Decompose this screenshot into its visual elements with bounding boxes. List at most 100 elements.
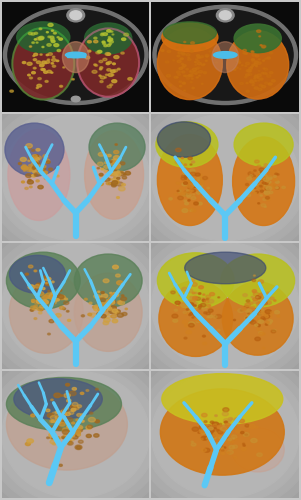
- Ellipse shape: [51, 72, 53, 73]
- Ellipse shape: [245, 53, 247, 54]
- Ellipse shape: [77, 426, 83, 429]
- Ellipse shape: [98, 306, 105, 310]
- Ellipse shape: [205, 60, 207, 62]
- Ellipse shape: [89, 123, 145, 171]
- Ellipse shape: [193, 296, 197, 299]
- Ellipse shape: [262, 312, 265, 314]
- Ellipse shape: [201, 47, 205, 50]
- Ellipse shape: [185, 312, 188, 314]
- Ellipse shape: [74, 254, 142, 307]
- Ellipse shape: [250, 320, 256, 324]
- Ellipse shape: [28, 180, 31, 181]
- Ellipse shape: [42, 68, 45, 70]
- Ellipse shape: [33, 68, 36, 69]
- Ellipse shape: [256, 314, 260, 316]
- Ellipse shape: [252, 290, 256, 292]
- Ellipse shape: [265, 82, 268, 84]
- Ellipse shape: [33, 58, 37, 60]
- Ellipse shape: [282, 186, 285, 188]
- Ellipse shape: [47, 437, 49, 438]
- Ellipse shape: [209, 430, 214, 433]
- Ellipse shape: [251, 51, 253, 52]
- Ellipse shape: [266, 74, 271, 78]
- Ellipse shape: [32, 42, 35, 43]
- Ellipse shape: [267, 322, 272, 324]
- Ellipse shape: [44, 295, 48, 297]
- Ellipse shape: [203, 335, 206, 337]
- Ellipse shape: [188, 74, 191, 76]
- Ellipse shape: [43, 276, 47, 278]
- Ellipse shape: [182, 183, 187, 186]
- Ellipse shape: [77, 405, 82, 407]
- Ellipse shape: [14, 378, 102, 420]
- Ellipse shape: [94, 308, 99, 311]
- Ellipse shape: [264, 169, 267, 170]
- Ellipse shape: [258, 88, 262, 90]
- Ellipse shape: [252, 190, 254, 191]
- Ellipse shape: [186, 330, 191, 334]
- Ellipse shape: [59, 290, 62, 291]
- Ellipse shape: [260, 194, 262, 196]
- Ellipse shape: [200, 56, 203, 58]
- Ellipse shape: [272, 330, 276, 332]
- Ellipse shape: [45, 62, 47, 64]
- Ellipse shape: [182, 52, 185, 54]
- Ellipse shape: [201, 64, 204, 66]
- Ellipse shape: [244, 76, 247, 78]
- Ellipse shape: [252, 175, 256, 178]
- Ellipse shape: [256, 172, 258, 174]
- Ellipse shape: [245, 309, 250, 312]
- Ellipse shape: [95, 64, 98, 66]
- Ellipse shape: [195, 292, 197, 294]
- Ellipse shape: [110, 292, 112, 294]
- Ellipse shape: [39, 312, 42, 314]
- Ellipse shape: [198, 70, 203, 73]
- Ellipse shape: [65, 52, 86, 58]
- Ellipse shape: [258, 312, 262, 314]
- Ellipse shape: [225, 424, 231, 426]
- Ellipse shape: [108, 308, 112, 311]
- Ellipse shape: [70, 406, 75, 408]
- Ellipse shape: [193, 182, 196, 184]
- Ellipse shape: [202, 196, 206, 198]
- Ellipse shape: [256, 30, 261, 32]
- Ellipse shape: [143, 107, 301, 248]
- Ellipse shape: [112, 181, 118, 184]
- Ellipse shape: [265, 168, 269, 170]
- Ellipse shape: [265, 310, 272, 314]
- Ellipse shape: [266, 198, 270, 200]
- Ellipse shape: [113, 169, 117, 172]
- Ellipse shape: [269, 186, 272, 187]
- Ellipse shape: [195, 73, 197, 74]
- Ellipse shape: [112, 309, 117, 312]
- Ellipse shape: [258, 310, 264, 314]
- Ellipse shape: [189, 178, 195, 182]
- Ellipse shape: [39, 167, 45, 171]
- Ellipse shape: [107, 86, 111, 88]
- Ellipse shape: [33, 170, 36, 172]
- Ellipse shape: [269, 52, 273, 54]
- Ellipse shape: [99, 60, 103, 62]
- Ellipse shape: [258, 70, 260, 72]
- Ellipse shape: [36, 148, 40, 151]
- Ellipse shape: [220, 446, 223, 448]
- Ellipse shape: [222, 450, 224, 452]
- Ellipse shape: [102, 200, 301, 411]
- Ellipse shape: [72, 422, 75, 424]
- Ellipse shape: [180, 58, 183, 59]
- Ellipse shape: [59, 296, 65, 300]
- Ellipse shape: [268, 320, 273, 322]
- Ellipse shape: [2, 371, 150, 498]
- Ellipse shape: [217, 329, 220, 331]
- Ellipse shape: [55, 411, 58, 414]
- Ellipse shape: [263, 68, 265, 69]
- Ellipse shape: [198, 432, 200, 434]
- Ellipse shape: [190, 296, 193, 298]
- Ellipse shape: [86, 314, 301, 500]
- Ellipse shape: [117, 170, 120, 172]
- Ellipse shape: [221, 254, 295, 307]
- Ellipse shape: [201, 431, 206, 434]
- Ellipse shape: [277, 174, 279, 175]
- Ellipse shape: [190, 171, 194, 174]
- Ellipse shape: [209, 305, 211, 306]
